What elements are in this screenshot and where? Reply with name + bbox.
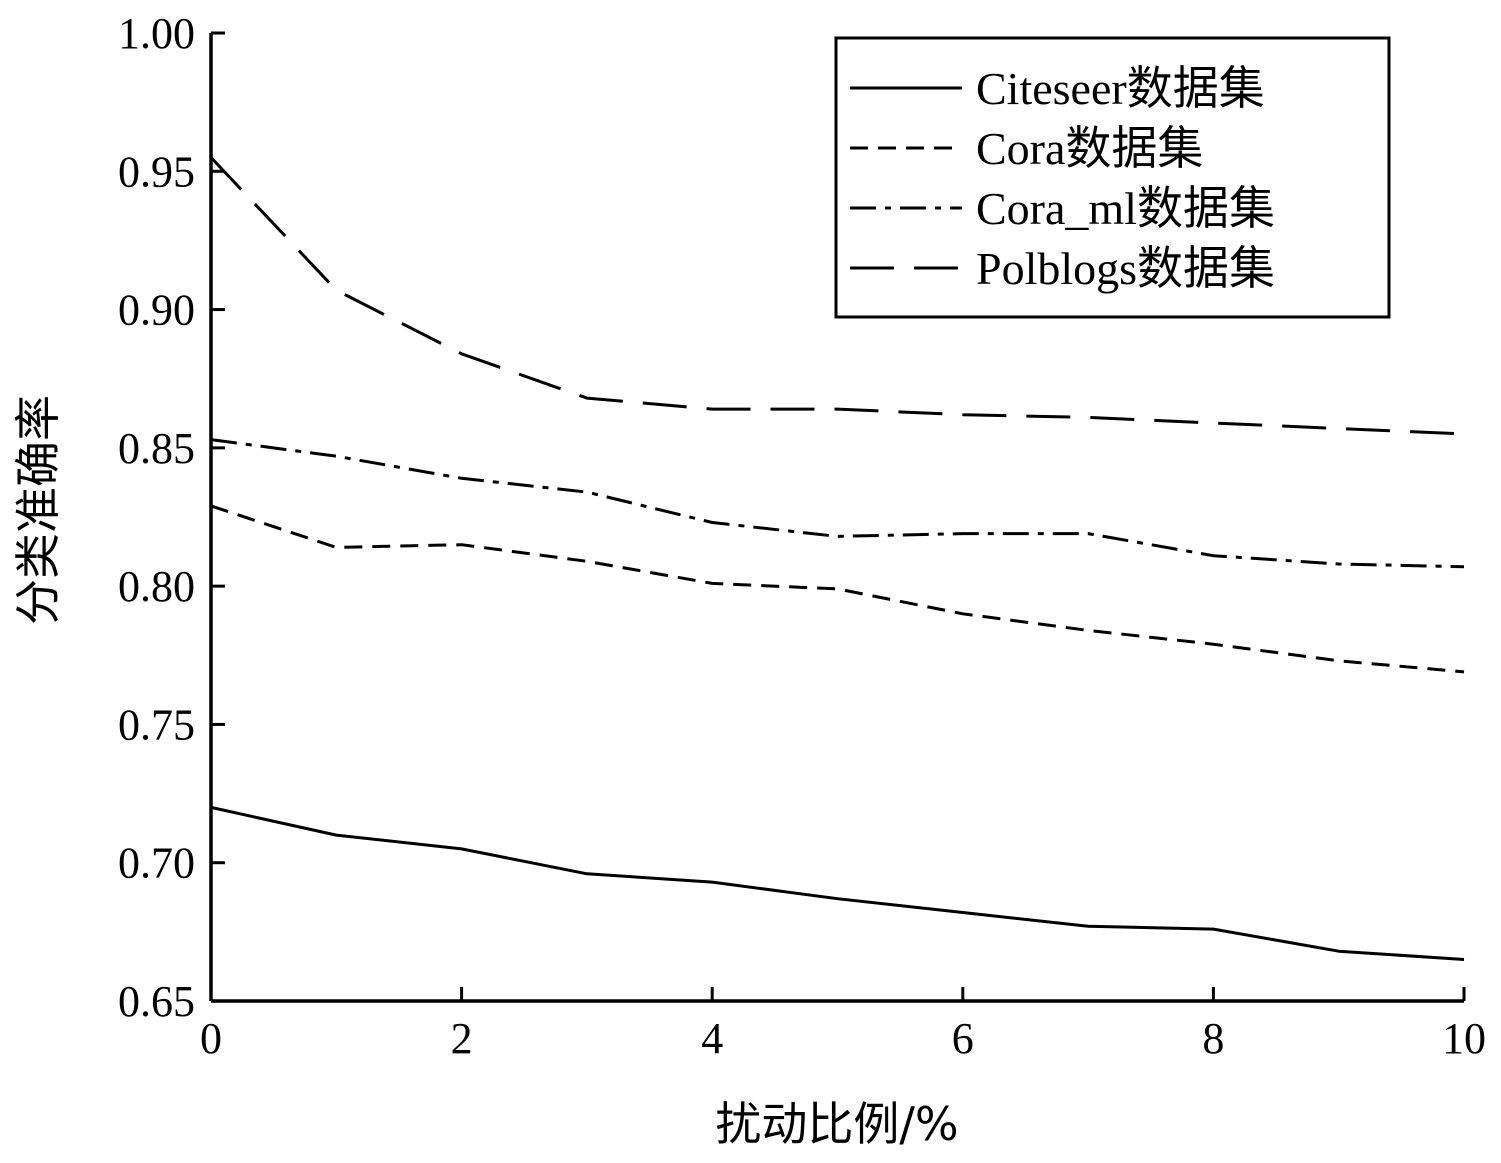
x-tick-label: 4 <box>701 1014 723 1063</box>
series-line-2 <box>210 438 1465 569</box>
legend-label-2: Cora_ml数据集 <box>976 183 1275 234</box>
x-tick-label: 8 <box>1202 1014 1224 1063</box>
legend-label-3: Polblogs数据集 <box>976 243 1275 294</box>
series-line-1 <box>210 504 1465 674</box>
y-tick-label: 0.80 <box>118 562 195 611</box>
y-tick-label: 0.75 <box>118 700 195 749</box>
x-tick-label: 0 <box>200 1014 222 1063</box>
x-axis-title: 扰动比例/% <box>715 1097 958 1151</box>
x-tick-label: 6 <box>952 1014 974 1063</box>
y-axis-title: 分类准确率 <box>11 395 65 625</box>
y-tick-label: 0.95 <box>118 147 195 196</box>
axes <box>209 33 1464 1003</box>
series-line-3 <box>209 156 1465 436</box>
legend-label-0: Citeseer数据集 <box>976 63 1265 114</box>
legend-label-1: Cora数据集 <box>976 123 1203 174</box>
x-tick-label: 10 <box>1442 1014 1486 1063</box>
series-line-0 <box>210 805 1465 961</box>
y-tick-label: 1.00 <box>118 9 195 58</box>
legend-box <box>834 36 1391 319</box>
x-tick-label: 2 <box>451 1014 473 1063</box>
y-axis-ticks: 0.65 0.70 0.75 0.80 0.85 0.90 0.95 1.00 <box>118 9 225 1026</box>
y-tick-label: 0.85 <box>118 424 195 473</box>
x-axis-ticks: 0 2 4 6 8 10 <box>200 987 1486 1063</box>
legend: Citeseer数据集 Cora数据集 Cora_ml数据集 Polblogs数据集 <box>834 36 1391 319</box>
y-tick-label: 0.90 <box>118 286 195 335</box>
series-lines <box>209 156 1465 961</box>
y-tick-label: 0.65 <box>118 977 195 1026</box>
y-tick-label: 0.70 <box>118 839 195 888</box>
